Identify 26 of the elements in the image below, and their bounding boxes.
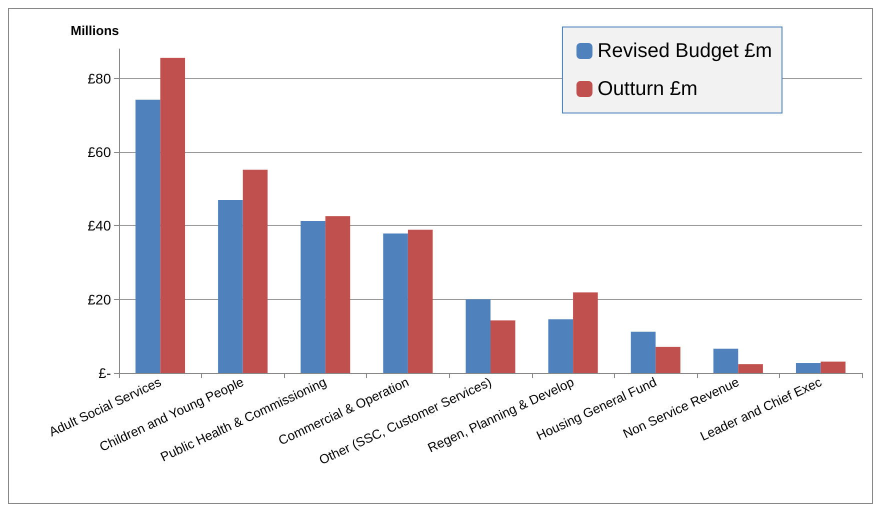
bar — [383, 233, 408, 373]
bar — [136, 100, 160, 373]
bar — [242, 170, 268, 373]
bar — [630, 332, 656, 373]
bar — [300, 220, 326, 373]
bar — [408, 230, 433, 373]
legend-label: Outturn £m — [597, 78, 698, 100]
bar — [738, 364, 763, 373]
y-tick-label: £- — [98, 365, 112, 381]
bar — [466, 299, 490, 373]
y-tick-label: £20 — [88, 291, 112, 308]
bar — [218, 200, 243, 373]
bar — [573, 292, 598, 373]
bar — [656, 346, 680, 373]
bar — [713, 348, 738, 373]
legend-label: Revised Budget £m — [597, 40, 772, 62]
y-tick-label: £80 — [88, 70, 112, 86]
y-axis-title: Millions — [70, 23, 119, 38]
bar — [160, 58, 186, 373]
bar — [490, 320, 516, 373]
bar — [796, 363, 821, 373]
bar — [548, 319, 574, 373]
y-tick-label: £40 — [88, 218, 112, 234]
bar — [820, 362, 846, 373]
bar — [325, 216, 350, 373]
y-tick-label: £60 — [88, 144, 112, 160]
